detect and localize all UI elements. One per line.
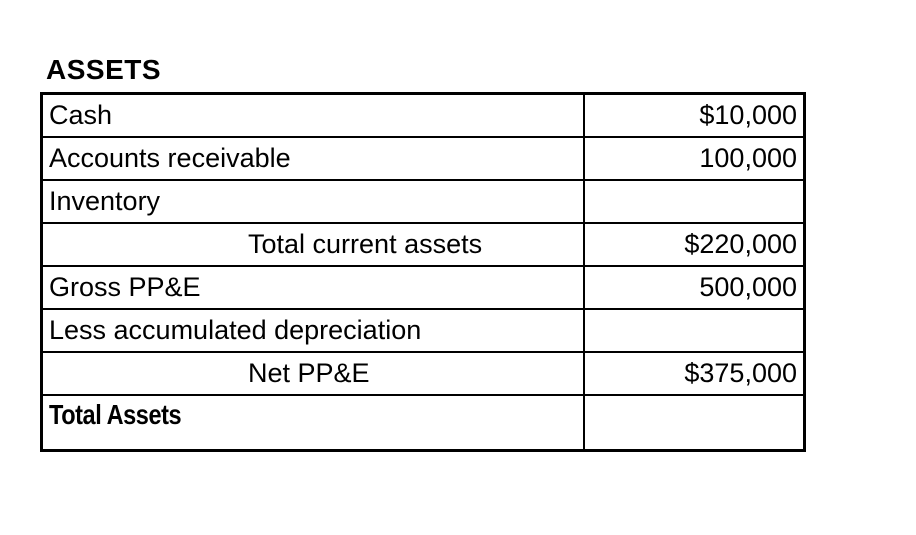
table-row: Cash $10,000	[40, 92, 806, 138]
blank-input-cell[interactable]	[582, 179, 806, 224]
table-row: Net PP&E $375,000	[40, 351, 806, 396]
table-row: Less accumulated depreciation	[40, 308, 806, 353]
assets-table-body: Cash $10,000 Accounts receivable 100,000 Inv…	[40, 92, 806, 452]
table-row: Inventory	[40, 179, 806, 224]
row-label-cell: Less accumulated depreciation	[40, 308, 585, 353]
row-value-cell: 500,000	[582, 265, 806, 310]
row-label-cell: Cash	[40, 92, 585, 138]
row-value-cell: $10,000	[582, 92, 806, 138]
row-value-cell: $375,000	[582, 351, 806, 396]
total-assets-label: Total Assets	[49, 399, 182, 430]
table-row: Total Assets	[40, 394, 806, 452]
row-label-cell: Gross PP&E	[40, 265, 585, 310]
table-row: Total current assets $220,000	[40, 222, 806, 267]
row-label-cell: Inventory	[40, 179, 585, 224]
assets-section-title: ASSETS	[46, 54, 162, 85]
blank-input-cell[interactable]	[582, 394, 806, 452]
assets-table: Cash $10,000 Accounts receivable 100,000 Inv…	[40, 92, 806, 452]
table-row: Gross PP&E 500,000	[40, 265, 806, 310]
table-row: Accounts receivable 100,000	[40, 136, 806, 181]
row-value-cell: $220,000	[582, 222, 806, 267]
blank-input-cell[interactable]	[582, 308, 806, 353]
row-label-cell: Total current assets	[40, 222, 585, 267]
row-label-cell: Accounts receivable	[40, 136, 585, 181]
row-value-cell: 100,000	[582, 136, 806, 181]
row-label-cell: Net PP&E	[40, 351, 585, 396]
row-label-cell: Total Assets	[40, 394, 585, 452]
